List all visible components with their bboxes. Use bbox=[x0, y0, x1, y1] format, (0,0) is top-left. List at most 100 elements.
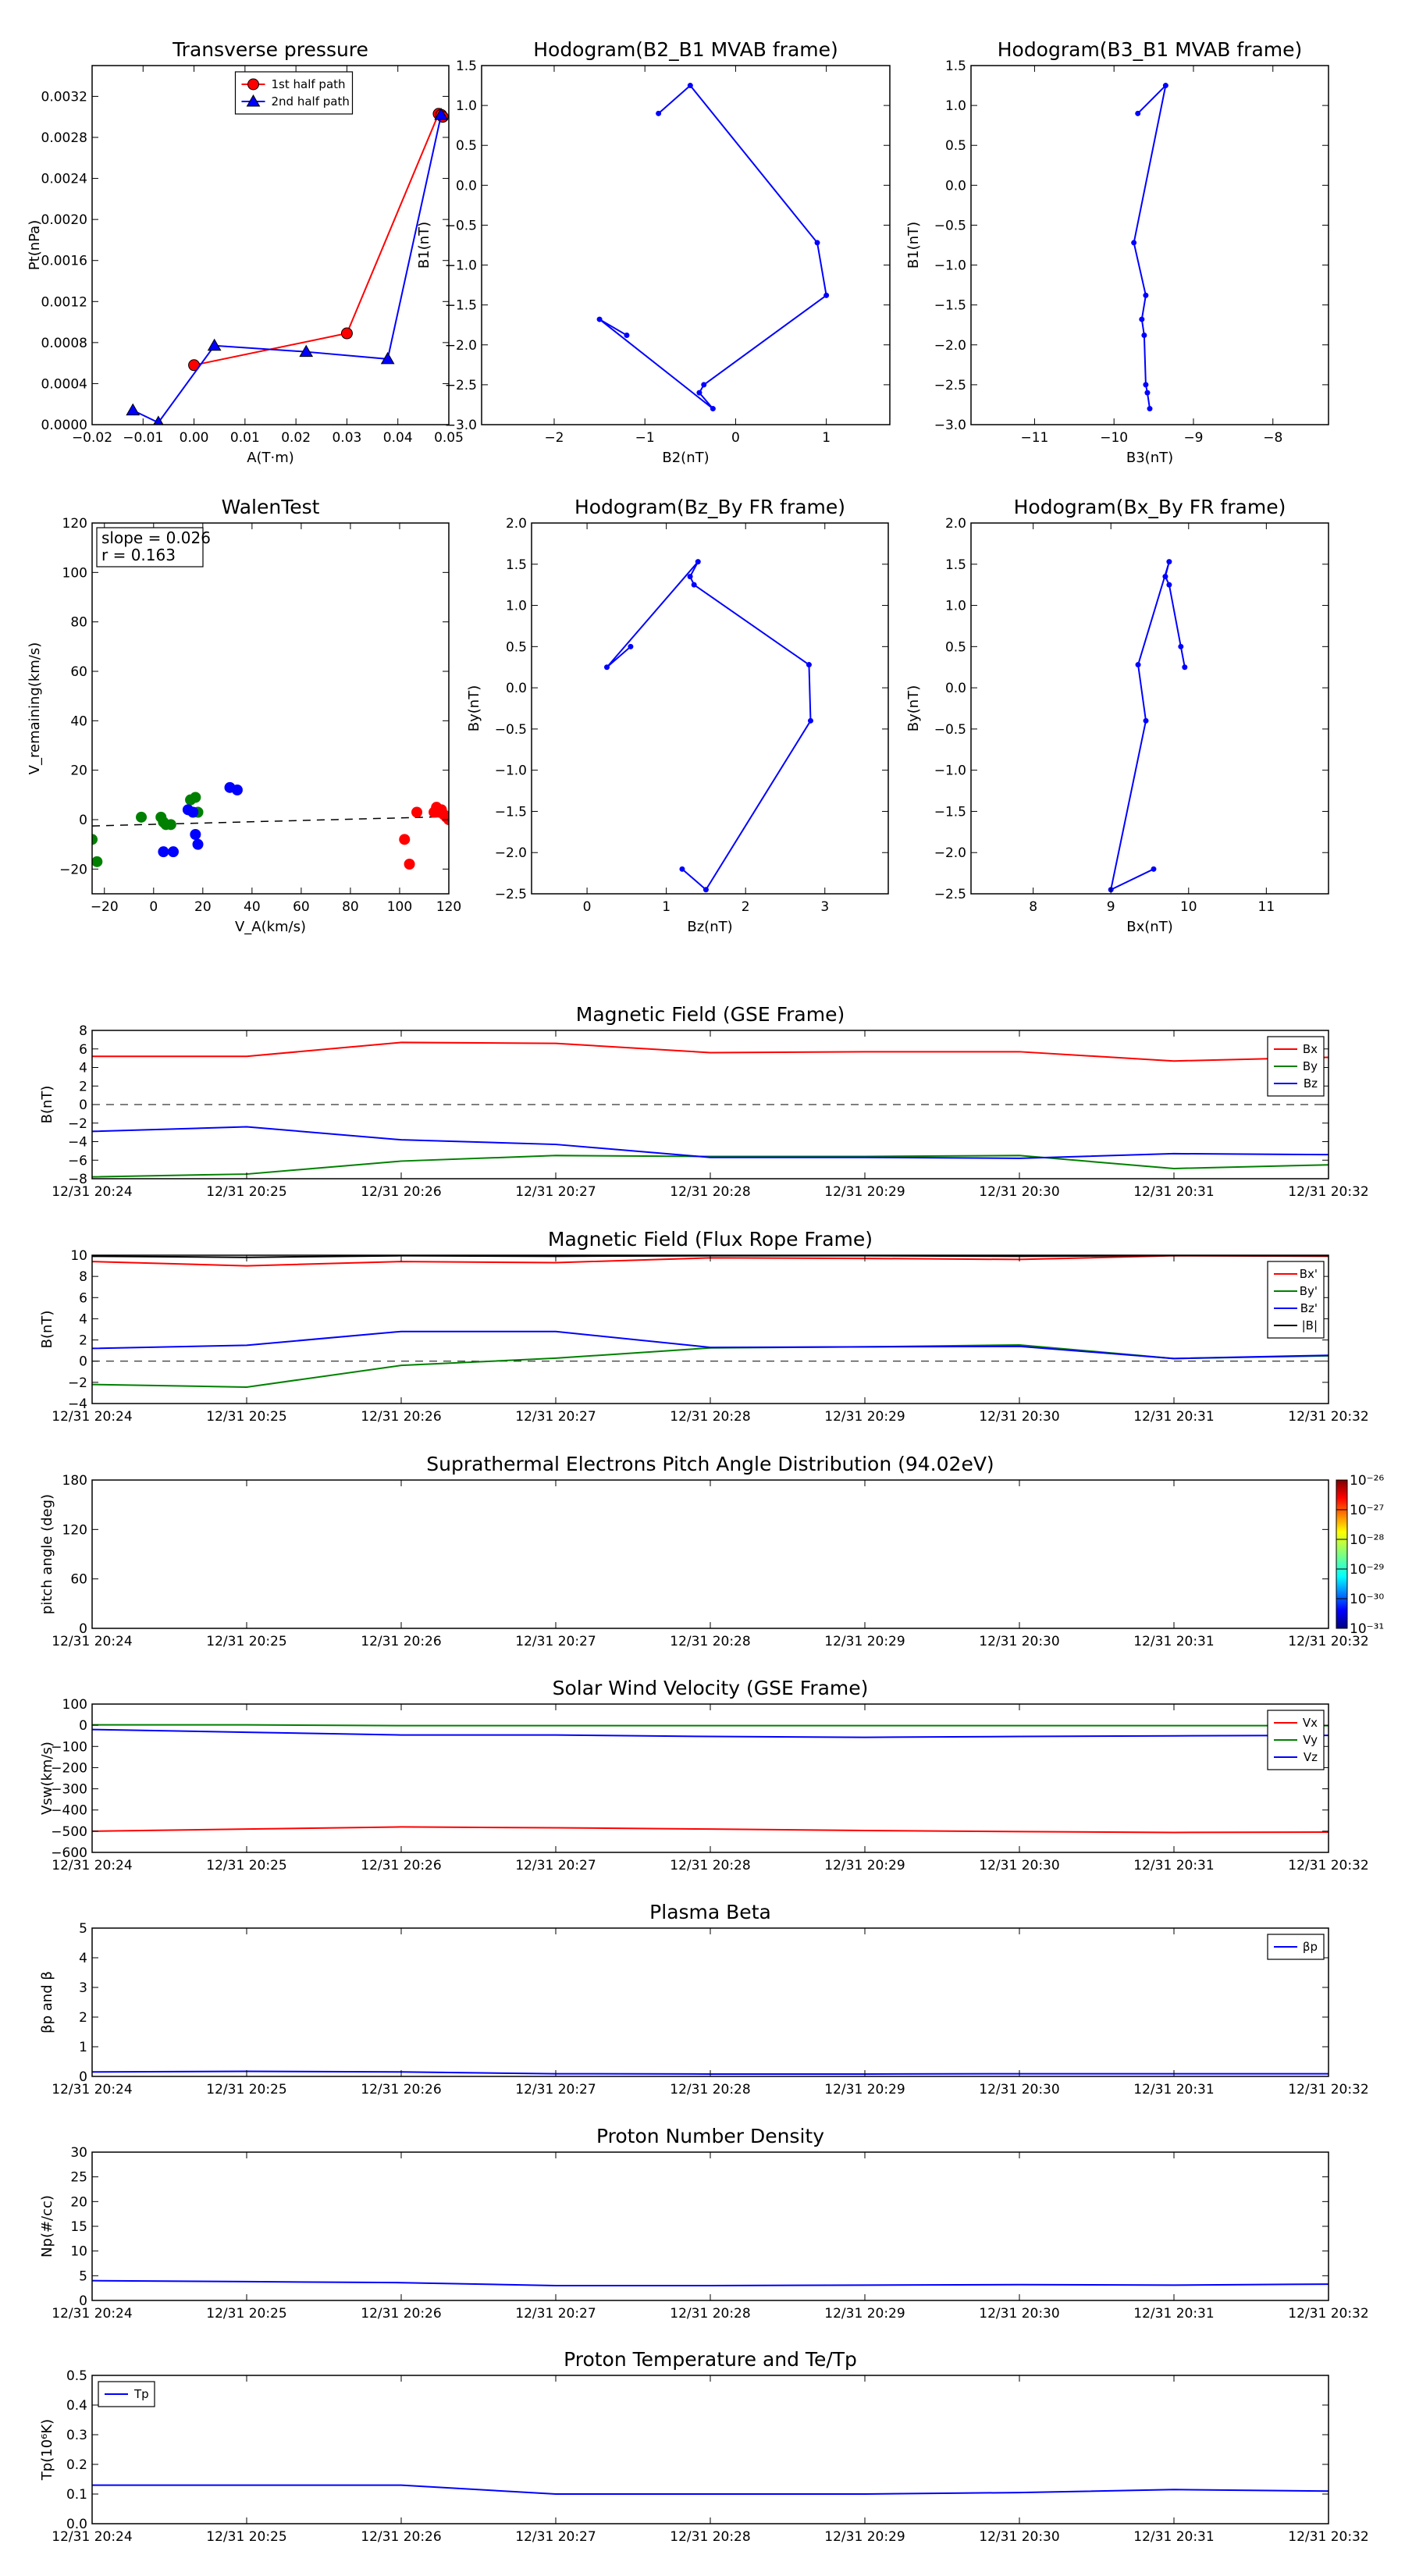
series-line-By' bbox=[92, 1343, 1329, 1388]
x-tick-label: 12/31 20:29 bbox=[824, 2529, 905, 2545]
data-layer bbox=[1131, 83, 1168, 412]
y-tick-label: 1.5 bbox=[456, 59, 477, 74]
x-tick-label: 40 bbox=[244, 899, 261, 915]
y-tick-label: 0.5 bbox=[945, 639, 966, 655]
y-tick-label: 4 bbox=[79, 1061, 87, 1076]
axes-frame bbox=[970, 522, 1329, 895]
data-point bbox=[1139, 316, 1145, 322]
data-point bbox=[1151, 866, 1157, 872]
data-point bbox=[187, 806, 199, 818]
panel-mag_gse: Magnetic Field (GSE Frame) 12/31 20:24 12/… bbox=[39, 1003, 1369, 1200]
axes-frame bbox=[91, 1030, 1329, 1179]
x-axis-label: A(T·m) bbox=[247, 450, 294, 466]
legend-label: By bbox=[1303, 1059, 1318, 1073]
data-point bbox=[603, 664, 610, 671]
chart-title: Solar Wind Velocity (GSE Frame) bbox=[553, 1677, 869, 1699]
y-axis-label: pitch angle (deg) bbox=[39, 1494, 55, 1614]
x-tick-label: 12/31 20:30 bbox=[979, 2529, 1059, 2545]
x-tick-label: 80 bbox=[342, 899, 359, 915]
series-markers bbox=[399, 802, 449, 870]
x-tick-label: −20 bbox=[91, 899, 119, 915]
chart-title: Magnetic Field (Flux Rope Frame) bbox=[548, 1228, 873, 1251]
x-tick-label: 2 bbox=[742, 899, 750, 915]
series-line-2nd half path bbox=[132, 114, 443, 424]
data-point bbox=[656, 110, 662, 116]
x-tick-label: 8 bbox=[1029, 899, 1037, 915]
x-tick-label: 0.05 bbox=[434, 430, 464, 446]
y-tick-label: 10 bbox=[70, 1248, 87, 1264]
y-tick-label: −2 bbox=[68, 1116, 87, 1132]
data-point bbox=[695, 559, 701, 565]
data-point bbox=[380, 351, 395, 365]
legend: Tp bbox=[98, 2381, 155, 2407]
colorbar-label: 10⁻²⁷ bbox=[1350, 1503, 1384, 1518]
y-tick-label: 1.5 bbox=[506, 557, 527, 573]
y-axis-label: B(nT) bbox=[39, 1086, 55, 1124]
y-tick-label: −1.5 bbox=[495, 804, 527, 820]
data-point bbox=[1144, 390, 1151, 396]
x-tick-label: 12/31 20:30 bbox=[979, 1634, 1059, 1649]
data-point bbox=[190, 829, 201, 840]
data-point bbox=[710, 406, 716, 412]
y-tick-label: 0.0008 bbox=[41, 336, 87, 351]
data-point bbox=[687, 83, 693, 89]
x-tick-label: 12/31 20:28 bbox=[670, 2529, 750, 2545]
annotation-text: slope = 0.026 bbox=[101, 528, 211, 547]
x-tick-label: 12/31 20:32 bbox=[1288, 2529, 1368, 2545]
data-point bbox=[807, 717, 813, 724]
y-tick-label: 25 bbox=[70, 2170, 87, 2186]
data-point bbox=[399, 834, 411, 845]
data-point bbox=[207, 338, 222, 351]
x-tick-label: 12/31 20:28 bbox=[670, 1409, 750, 1425]
axes-frame bbox=[91, 1703, 1329, 1853]
data-layer bbox=[92, 2484, 1329, 2495]
data-point bbox=[1162, 574, 1168, 580]
y-tick-label: 1.5 bbox=[945, 59, 966, 74]
y-axis-label: Tp(10⁶K) bbox=[39, 2419, 55, 2481]
y-tick-label: 2.0 bbox=[945, 516, 966, 532]
y-tick-label: 0.0012 bbox=[41, 294, 87, 310]
y-tick-label: 0.4 bbox=[66, 2398, 87, 2414]
data-point bbox=[92, 834, 98, 845]
chart-title: Suprathermal Electrons Pitch Angle Distr… bbox=[426, 1453, 994, 1475]
y-tick-label: −1.5 bbox=[934, 298, 966, 314]
series-markers bbox=[92, 792, 204, 867]
y-tick-label: 5 bbox=[79, 2268, 87, 2284]
series-line-0 bbox=[606, 560, 812, 891]
data-layer bbox=[92, 2279, 1329, 2286]
legend-label: Vy bbox=[1303, 1733, 1318, 1747]
series-line-1st half path bbox=[194, 112, 443, 366]
x-tick-label: −11 bbox=[1020, 430, 1048, 446]
y-tick-label: 0.0 bbox=[945, 178, 966, 194]
y-tick-label: 0.5 bbox=[506, 639, 527, 655]
legend-marker bbox=[246, 94, 261, 107]
y-tick-label: 20 bbox=[70, 2194, 87, 2210]
x-tick-label: 12/31 20:29 bbox=[824, 1184, 905, 1200]
data-point bbox=[411, 806, 423, 818]
y-tick-label: −200 bbox=[51, 1760, 87, 1776]
series-line-Bz bbox=[92, 1126, 1329, 1159]
chart-title: Magnetic Field (GSE Frame) bbox=[576, 1003, 845, 1026]
y-tick-label: −1.0 bbox=[934, 763, 966, 779]
chart-title: Hodogram(Bx_By FR frame) bbox=[1014, 496, 1286, 518]
x-tick-label: 12/31 20:26 bbox=[361, 2082, 441, 2097]
legend-label: Tp bbox=[133, 2387, 149, 2401]
axes-frame bbox=[970, 65, 1329, 425]
x-tick-label: 12/31 20:28 bbox=[670, 1634, 750, 1649]
y-axis-label: βp and β bbox=[39, 1971, 55, 2033]
series-line-0 bbox=[599, 84, 827, 410]
colorbar-label: 10⁻³⁰ bbox=[1350, 1592, 1384, 1607]
series-line-Vx bbox=[92, 1826, 1329, 1834]
axes-frame bbox=[91, 2151, 1329, 2301]
data-point bbox=[1143, 717, 1149, 724]
y-tick-label: −0.5 bbox=[495, 722, 527, 738]
y-tick-label: 8 bbox=[79, 1023, 87, 1039]
data-point bbox=[691, 582, 697, 588]
x-tick-label: 12/31 20:25 bbox=[206, 2306, 286, 2322]
y-axis-label: B(nT) bbox=[39, 1311, 55, 1349]
x-tick-label: 12/31 20:27 bbox=[515, 1634, 596, 1649]
legend-label: Bz bbox=[1304, 1076, 1318, 1091]
y-axis-label: Np(#/cc) bbox=[39, 2195, 55, 2258]
series-line-Tp bbox=[92, 2484, 1329, 2495]
y-tick-label: 60 bbox=[70, 1572, 87, 1588]
